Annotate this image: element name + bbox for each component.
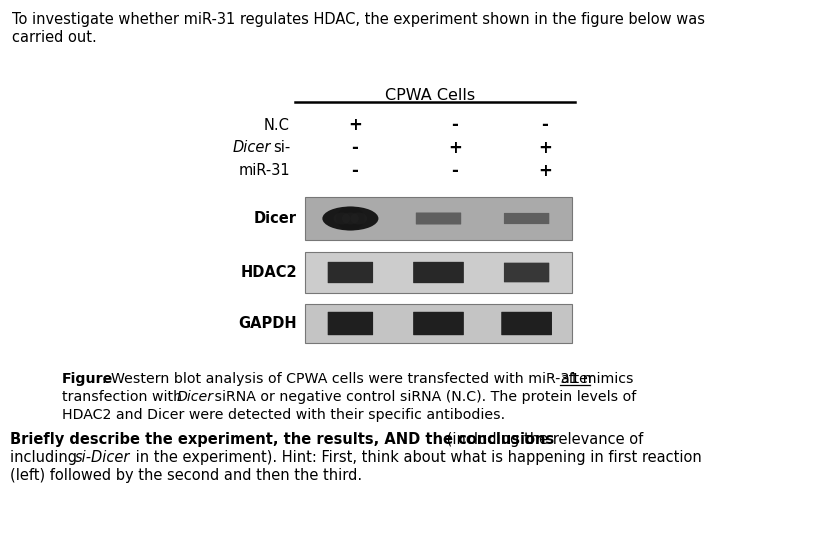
Text: after: after <box>559 372 593 386</box>
Bar <box>305 304 572 343</box>
Text: To investigate whether miR-31 regulates HDAC, the experiment shown in the figure: To investigate whether miR-31 regulates … <box>12 12 704 27</box>
Text: miR-31: miR-31 <box>238 163 290 178</box>
Text: transfection with: transfection with <box>62 390 187 404</box>
Text: si-: si- <box>273 141 290 156</box>
Text: . Western blot analysis of CPWA cells were transfected with miR-31 mimics: . Western blot analysis of CPWA cells we… <box>102 372 637 386</box>
FancyBboxPatch shape <box>415 213 460 224</box>
Text: +: + <box>347 116 361 134</box>
Text: si-Dicer: si-Dicer <box>75 450 130 465</box>
Text: siRNA or negative control siRNA (N.C). The protein levels of: siRNA or negative control siRNA (N.C). T… <box>210 390 636 404</box>
Text: -: - <box>451 116 458 134</box>
Ellipse shape <box>342 213 359 224</box>
Text: Briefly describe the experiment, the results, AND the conclusions: Briefly describe the experiment, the res… <box>10 432 554 447</box>
Text: CPWA Cells: CPWA Cells <box>384 88 474 103</box>
Text: Dicer: Dicer <box>177 390 214 404</box>
Text: HDAC2: HDAC2 <box>240 265 296 280</box>
Ellipse shape <box>350 213 367 224</box>
Bar <box>305 197 572 240</box>
Text: Dicer: Dicer <box>233 141 270 156</box>
FancyBboxPatch shape <box>413 312 464 335</box>
FancyBboxPatch shape <box>504 263 549 283</box>
Text: -: - <box>451 162 458 180</box>
Text: Figure: Figure <box>62 372 113 386</box>
Text: N.C: N.C <box>264 117 290 132</box>
Text: (left) followed by the second and then the third.: (left) followed by the second and then t… <box>10 468 362 483</box>
Text: in the experiment). Hint: First, think about what is happening in first reaction: in the experiment). Hint: First, think a… <box>131 450 701 465</box>
Text: including: including <box>10 450 82 465</box>
Text: -: - <box>541 116 548 134</box>
Bar <box>305 252 572 293</box>
FancyBboxPatch shape <box>413 262 464 283</box>
Text: (including the relevance of: (including the relevance of <box>441 432 642 447</box>
Ellipse shape <box>333 213 350 224</box>
Ellipse shape <box>336 207 364 230</box>
Text: HDAC2 and Dicer were detected with their specific antibodies.: HDAC2 and Dicer were detected with their… <box>62 408 505 422</box>
Text: GAPDH: GAPDH <box>238 316 296 331</box>
Text: +: + <box>537 162 551 180</box>
Text: si- Dicer: si- Dicer <box>231 141 290 156</box>
FancyBboxPatch shape <box>328 312 373 335</box>
FancyBboxPatch shape <box>328 262 373 283</box>
Text: -: - <box>351 139 358 157</box>
FancyBboxPatch shape <box>504 213 549 224</box>
Text: -: - <box>351 162 358 180</box>
Text: +: + <box>447 139 461 157</box>
Text: carried out.: carried out. <box>12 30 97 45</box>
FancyBboxPatch shape <box>500 312 551 335</box>
Text: +: + <box>537 139 551 157</box>
Ellipse shape <box>322 207 378 230</box>
Text: Dicer: Dicer <box>254 211 296 226</box>
